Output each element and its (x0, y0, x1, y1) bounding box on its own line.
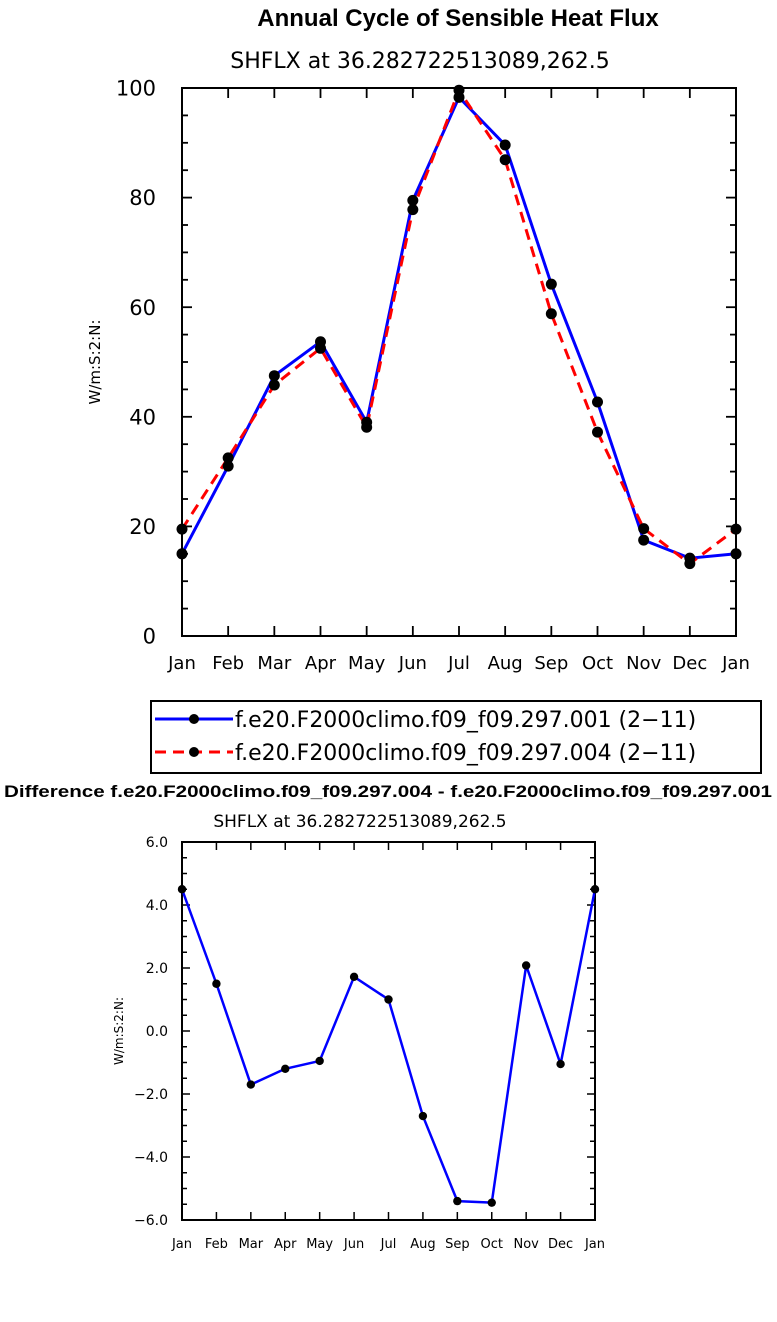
series-line-1 (180, 95, 737, 560)
data-point-series-1 (590, 885, 600, 894)
data-point-series-1 (487, 1198, 496, 1207)
data-point-series-1 (407, 194, 419, 206)
x-tick-label: Oct (582, 653, 613, 674)
data-point-series-1 (556, 1059, 565, 1069)
x-tick-label: Sep (445, 1237, 470, 1252)
data-point-series-2 (407, 204, 419, 216)
series-line-1 (180, 888, 597, 1204)
data-point-series-1 (222, 460, 234, 472)
data-point-series-1 (730, 548, 742, 560)
data-point-series-2 (684, 558, 696, 570)
chart2-ylabel: W/m:S:2:N: (112, 997, 126, 1065)
y-tick-label: 6.0 (146, 835, 168, 851)
data-point-series-1 (384, 995, 393, 1004)
data-point-series-1 (499, 139, 511, 151)
y-tick-label: 100 (116, 77, 156, 101)
x-tick-label: May (306, 1237, 333, 1252)
series-line-2 (180, 88, 737, 566)
data-point-series-2 (730, 523, 742, 535)
data-point-series-2 (222, 452, 234, 464)
chart1-title: Annual Cycle of Sensible Heat Flux (257, 5, 659, 32)
x-tick-label: Oct (481, 1237, 503, 1252)
data-point-series-1 (418, 1111, 428, 1121)
y-tick-label: 20 (129, 515, 156, 539)
plot-frame (181, 841, 596, 1221)
x-tick-label: May (348, 653, 386, 674)
data-point-series-1 (177, 885, 187, 894)
y-tick-label: 4.0 (146, 898, 168, 914)
x-tick-label: Aug (488, 653, 523, 674)
data-point-series-1 (281, 1064, 290, 1074)
data-point-series-1 (638, 534, 650, 546)
y-tick-label: −4.0 (134, 1150, 168, 1166)
data-point-series-1 (453, 1196, 462, 1206)
y-tick-label: 0.0 (146, 1024, 168, 1040)
data-point-series-1 (315, 1056, 324, 1066)
data-point-series-2 (361, 421, 373, 433)
y-tick-label: 0 (143, 625, 156, 649)
data-point-series-1 (521, 961, 531, 970)
legend-marker-series-2 (189, 747, 199, 757)
x-tick-label: Apr (274, 1237, 297, 1252)
x-tick-label: Jan (167, 653, 196, 674)
chart2-plot-area: −6.0 −4.0 −2.0 0.0 2.0 4.0 6.0 Jan Feb Mar Apr May J… (134, 835, 605, 1252)
x-tick-label: Mar (257, 653, 292, 674)
chart1-ylabel: W/m:S:2:N: (86, 320, 104, 405)
y-tick-label: −2.0 (134, 1087, 168, 1103)
legend-marker-series-1 (189, 714, 199, 724)
x-tick-label: Jul (447, 653, 470, 674)
x-tick-label: Jan (584, 1237, 605, 1252)
data-point-series-2 (268, 379, 280, 391)
x-tick-label: Jun (343, 1237, 364, 1252)
chart2-title: Difference f.e20.F2000climo.f09_f09.297.… (4, 783, 772, 801)
data-point-series-2 (638, 523, 650, 535)
data-point-series-1 (592, 396, 603, 408)
x-tick-label: Feb (212, 653, 244, 674)
data-point-series-2 (176, 523, 188, 535)
x-tick-label: Sep (534, 653, 568, 674)
x-tick-label: Dec (672, 653, 707, 674)
legend-box (150, 700, 762, 774)
x-tick-label: Aug (410, 1237, 435, 1252)
chart1-legend: f.e20.F2000climo.f09_f09.297.001 (2−11) … (150, 700, 762, 774)
data-point-series-1 (545, 278, 557, 290)
y-tick-label: 80 (129, 186, 156, 210)
data-point-series-2 (592, 426, 603, 438)
data-point-series-1 (246, 1080, 256, 1089)
x-tick-label: Nov (626, 653, 661, 674)
legend-label-series-1: f.e20.F2000climo.f09_f09.297.001 (2−11) (235, 708, 696, 733)
data-point-series-2 (545, 308, 557, 320)
x-tick-label: Dec (548, 1237, 573, 1252)
x-tick-label: Jan (721, 653, 750, 674)
data-point-series-1 (349, 972, 359, 982)
y-tick-label: 2.0 (146, 961, 168, 977)
x-tick-label: Nov (513, 1237, 539, 1252)
x-tick-label: Jan (171, 1237, 192, 1252)
x-tick-label: Feb (205, 1237, 228, 1252)
x-tick-label: Apr (305, 653, 337, 674)
chart1-plot-area: 0 20 40 60 80 100 Jan Feb Mar Apr May Jun Jul Aug Sep O… (116, 77, 750, 674)
chart2-subtitle: SHFLX at 36.282722513089,262.5 (213, 812, 506, 832)
data-point-series-2 (315, 342, 326, 354)
y-tick-label: −6.0 (134, 1213, 168, 1229)
y-tick-label: 40 (129, 405, 156, 429)
data-point-series-1 (176, 548, 188, 560)
data-point-series-1 (212, 979, 221, 988)
chart1-subtitle: SHFLX at 36.282722513089,262.5 (230, 49, 610, 74)
legend-label-series-2: f.e20.F2000climo.f09_f09.297.004 (2−11) (235, 741, 696, 766)
x-tick-label: Jul (380, 1237, 397, 1252)
plot-frame (181, 87, 737, 637)
x-tick-label: Jun (398, 653, 427, 674)
y-tick-label: 60 (129, 296, 156, 320)
data-point-series-1 (268, 370, 280, 382)
x-tick-label: Mar (239, 1237, 264, 1252)
data-point-series-2 (453, 84, 465, 96)
data-point-series-2 (499, 154, 511, 166)
